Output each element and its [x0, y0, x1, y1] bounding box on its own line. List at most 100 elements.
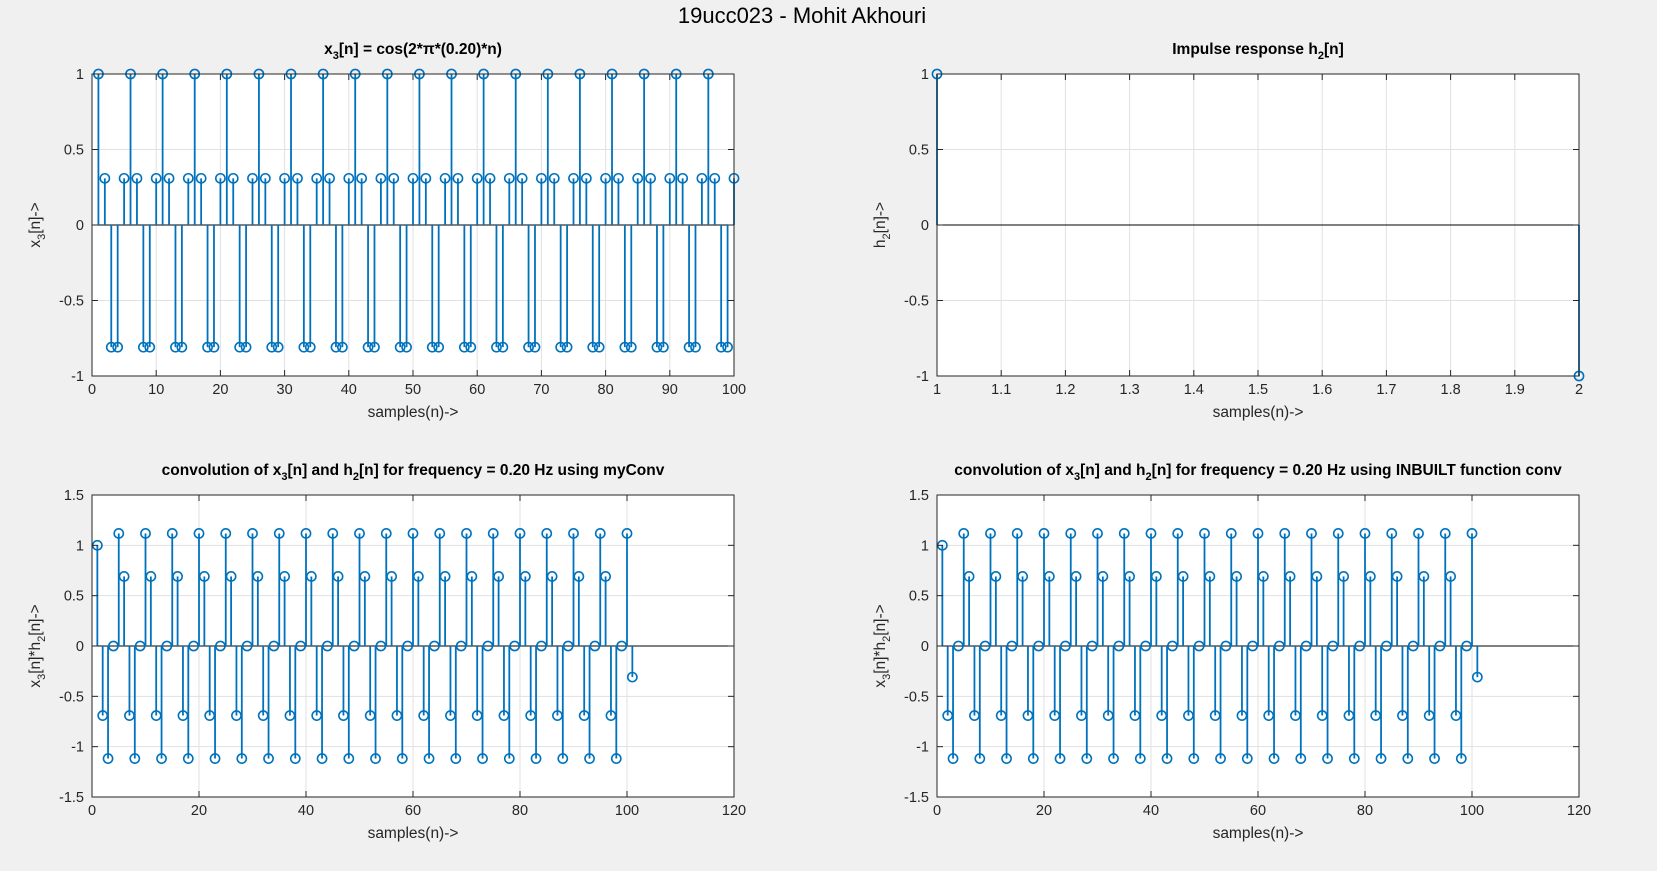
stem-marker — [407, 172, 419, 184]
stem-marker — [715, 341, 727, 353]
stem-marker — [963, 571, 975, 582]
stem-marker — [974, 753, 986, 764]
stem-marker — [709, 172, 721, 184]
stem-marker — [113, 528, 125, 539]
x-tick-label: 70 — [533, 382, 549, 398]
stem-marker — [1391, 571, 1403, 582]
stem-marker — [300, 528, 312, 539]
x-tick-label: 100 — [1460, 803, 1484, 819]
x-tick-label: 40 — [1143, 803, 1159, 819]
stem-marker — [102, 753, 114, 764]
stem-marker — [332, 571, 344, 582]
stem-marker — [1375, 753, 1387, 764]
stem-marker — [289, 753, 301, 764]
y-tick-label: 1.5 — [909, 488, 929, 504]
stem-marker — [1204, 571, 1216, 582]
subplot-4: 0 20 40 60 80 100 120 -1.5 -1 -0.5 0 0.5 1 1.5 convolu… — [872, 462, 1591, 842]
stem-marker — [632, 172, 644, 184]
y-tick-label: 1 — [921, 67, 929, 83]
stem-marker — [471, 172, 483, 184]
subplot-title: convolution of x3[n] and h2[n] for frequ… — [162, 462, 665, 483]
stem-marker — [1017, 571, 1028, 582]
stem-marker — [209, 753, 221, 764]
stem-marker — [1279, 528, 1291, 539]
stem-marker — [1054, 753, 1066, 764]
stem-marker — [1043, 571, 1055, 582]
stem-marker — [1161, 753, 1173, 764]
stem-marker — [316, 753, 328, 764]
stem-marker — [118, 172, 130, 184]
x-tick-label: 1.8 — [1441, 382, 1461, 398]
y-axis-label: x3[n]*h2[n]-> — [872, 604, 893, 687]
y-tick-label: 0 — [921, 639, 929, 655]
stem-marker — [523, 341, 534, 353]
stem-marker — [493, 571, 504, 582]
y-axis-label: x3[n]*h2[n]-> — [27, 604, 48, 687]
stem-marker — [1295, 753, 1307, 764]
stem-marker — [1359, 528, 1371, 539]
stem-marker — [380, 528, 392, 539]
stem-marker — [1306, 528, 1317, 539]
stem-marker — [1199, 528, 1210, 539]
stem-marker — [625, 341, 637, 353]
x-tick-label: 90 — [662, 382, 678, 398]
stem-marker — [1348, 753, 1360, 764]
stem-marker — [1027, 753, 1039, 764]
stem-marker — [519, 571, 531, 582]
x-axis-label: samples(n)-> — [1213, 404, 1304, 421]
stem-marker — [369, 341, 380, 353]
stem-marker — [1038, 528, 1050, 539]
y-axis-label: h2[n]-> — [872, 202, 893, 248]
stem-marker — [600, 571, 611, 582]
y-tick-label: 0 — [921, 218, 929, 234]
stem-marker — [137, 341, 149, 353]
stem-marker — [292, 172, 303, 184]
stem-marker — [1284, 571, 1296, 582]
stem-marker — [439, 172, 451, 184]
stem-marker — [555, 341, 567, 353]
stem-marker — [259, 172, 271, 184]
stem-marker — [1215, 753, 1226, 764]
stem-marker — [621, 528, 633, 539]
x-tick-label: 60 — [405, 803, 421, 819]
stem-marker — [626, 671, 638, 683]
stem-marker — [298, 341, 310, 353]
y-tick-label: -1.5 — [59, 790, 84, 806]
stem-marker — [1252, 528, 1264, 539]
stem-marker — [613, 172, 624, 184]
stem-marker — [541, 528, 553, 539]
stem-marker — [503, 753, 515, 764]
stem-marker — [356, 172, 368, 184]
y-tick-label: 0.5 — [909, 589, 929, 605]
stem-marker — [118, 571, 130, 582]
stem-marker — [131, 172, 143, 184]
stem-marker — [1332, 528, 1344, 539]
stem-marker — [359, 571, 371, 582]
y-tick-label: -1 — [71, 740, 84, 756]
x-tick-label: 10 — [148, 382, 164, 398]
stem-marker — [1311, 571, 1323, 582]
stem-marker — [1177, 571, 1189, 582]
stem-marker — [536, 172, 547, 184]
stem-marker — [266, 341, 278, 353]
stem-marker — [386, 571, 397, 582]
x-tick-label: 1.4 — [1184, 382, 1204, 398]
y-tick-label: 0.5 — [64, 589, 84, 605]
x-tick-label: 20 — [212, 382, 228, 398]
stem-marker — [375, 172, 387, 184]
x-tick-label: 100 — [615, 803, 639, 819]
x-tick-label: 1.5 — [1248, 382, 1268, 398]
x-tick-label: 120 — [722, 803, 746, 819]
stem-marker — [198, 571, 210, 582]
stem-marker — [461, 528, 472, 539]
y-tick-label: 0.5 — [909, 143, 929, 159]
stem-marker — [452, 172, 464, 184]
stem-marker — [396, 753, 408, 764]
stem-marker — [263, 753, 274, 764]
stem-marker — [407, 528, 419, 539]
stem-marker — [548, 172, 560, 184]
stem-marker — [722, 341, 733, 353]
stem-marker — [503, 172, 515, 184]
stem-marker — [958, 528, 970, 539]
